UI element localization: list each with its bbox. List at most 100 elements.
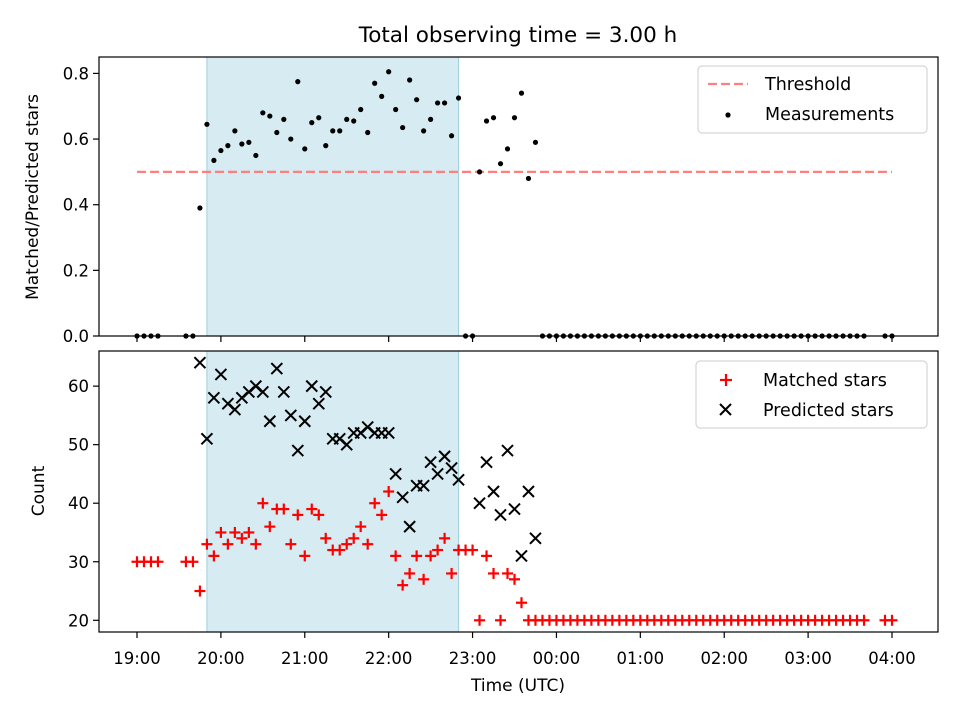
matched-star-point <box>404 567 416 579</box>
measurement-point <box>323 143 329 149</box>
observing-window-shade-top <box>206 56 460 337</box>
measurement-point <box>225 143 231 149</box>
x-tick-label: 03:00 <box>784 649 832 668</box>
measurement-point <box>309 120 315 126</box>
matched-star-point <box>215 526 227 538</box>
matched-star-point <box>313 509 325 521</box>
matched-star-point <box>515 597 527 609</box>
matched-star-point <box>306 503 318 515</box>
matched-star-point <box>488 567 500 579</box>
predicted-star-point <box>417 479 430 492</box>
predicted-star-point <box>214 368 228 381</box>
matched-star-point <box>229 526 241 538</box>
top-y-axis-label: Matched/Predicted stars <box>23 94 43 300</box>
matched-star-point <box>236 532 248 544</box>
matched-star-point <box>257 497 269 509</box>
matched-star-point <box>285 538 297 550</box>
legend-predicted-label: Predicted stars <box>763 401 894 421</box>
predicted-star-point <box>403 520 416 533</box>
predicted-star-point <box>319 385 332 399</box>
measurement-point <box>295 79 301 85</box>
x-tick-label: 02:00 <box>700 649 748 668</box>
measurement-point <box>511 115 518 121</box>
matched-star-point <box>369 497 381 509</box>
bottom-legend-box <box>695 360 928 429</box>
matched-star-point <box>341 538 353 550</box>
top-panel: Total observing time = 3.00 h 0.00.20.40… <box>23 23 939 346</box>
y-tick-label: 50 <box>68 436 89 455</box>
predicted-star-point <box>431 467 444 481</box>
bottom-panel: 20 30 40 50 60 19:00 20:00 21:00 22:00 23:00 00:0… <box>29 350 939 696</box>
x-tick-label: 20:00 <box>197 649 245 668</box>
x-axis-label: Time (UTC) <box>470 676 565 696</box>
measurement-point <box>448 133 455 139</box>
bottom-y-axis: 20 30 40 50 60 <box>68 377 99 630</box>
predicted-star-point <box>277 385 291 399</box>
matched-star-point <box>411 550 423 562</box>
top-axes-frame <box>98 56 939 337</box>
measurement-point <box>267 113 273 119</box>
matched-star-point <box>278 503 290 515</box>
predicted-stars-points <box>193 356 542 563</box>
matched-star-point <box>439 532 451 544</box>
measurement-point <box>330 128 336 134</box>
matched-star-point <box>446 567 458 579</box>
measurement-point <box>518 90 525 96</box>
measurement-point <box>490 115 497 121</box>
matched-star-point <box>502 567 514 579</box>
matched-star-point <box>194 585 206 597</box>
measurement-point <box>197 205 203 211</box>
predicted-star-point <box>480 456 493 469</box>
matched-star-point <box>299 550 311 562</box>
matched-star-point <box>201 538 213 550</box>
predicted-star-point <box>396 491 409 504</box>
bottom-y-axis-label: Count <box>29 465 49 516</box>
measurement-point <box>497 161 504 167</box>
measurement-point <box>218 147 224 154</box>
measurement-point <box>532 139 539 145</box>
matched-star-point <box>397 579 409 591</box>
matched-star-point <box>187 556 199 568</box>
measurement-point <box>435 100 441 106</box>
measurement-point <box>525 175 532 182</box>
chart-title: Total observing time = 3.00 h <box>358 23 678 48</box>
matched-star-point <box>390 550 402 562</box>
predicted-star-point <box>228 403 242 416</box>
y-tick-label: 0.6 <box>63 130 89 149</box>
top-legend-box <box>697 65 928 134</box>
predicted-star-point <box>340 438 353 451</box>
y-tick-label: 20 <box>68 611 89 630</box>
measurement-point <box>407 77 413 83</box>
measurement-point <box>288 136 294 142</box>
matched-star-point <box>886 614 898 626</box>
legend-predicted-swatch <box>719 403 732 416</box>
predicted-star-point <box>263 415 277 428</box>
measurement-point <box>483 118 490 124</box>
measurement-point <box>476 169 483 175</box>
predicted-star-point <box>305 379 318 393</box>
matched-star-point <box>425 550 437 562</box>
y-tick-label: 60 <box>68 377 89 396</box>
matched-star-point <box>152 556 164 568</box>
predicted-star-point <box>487 485 500 498</box>
legend-measurements-swatch <box>725 112 731 118</box>
matched-star-point <box>264 521 276 533</box>
measurement-point <box>316 115 322 121</box>
top-legend: Threshold Measurements <box>697 65 928 134</box>
matched-star-point <box>355 521 367 533</box>
matched-star-point <box>383 486 395 497</box>
measurement-point <box>274 129 280 136</box>
x-tick-label: 22:00 <box>365 649 413 668</box>
y-tick-label: 30 <box>68 553 89 572</box>
predicted-star-point <box>522 485 535 498</box>
measurement-point <box>281 116 287 122</box>
x-tick-label: 00:00 <box>533 649 581 668</box>
matched-star-point <box>334 544 346 556</box>
measurement-point <box>232 128 238 134</box>
y-tick-label: 0.2 <box>63 261 89 280</box>
matched-star-point <box>432 544 444 556</box>
measurement-point <box>239 141 245 147</box>
x-tick-label: 01:00 <box>617 649 665 668</box>
measurement-point <box>365 129 371 136</box>
